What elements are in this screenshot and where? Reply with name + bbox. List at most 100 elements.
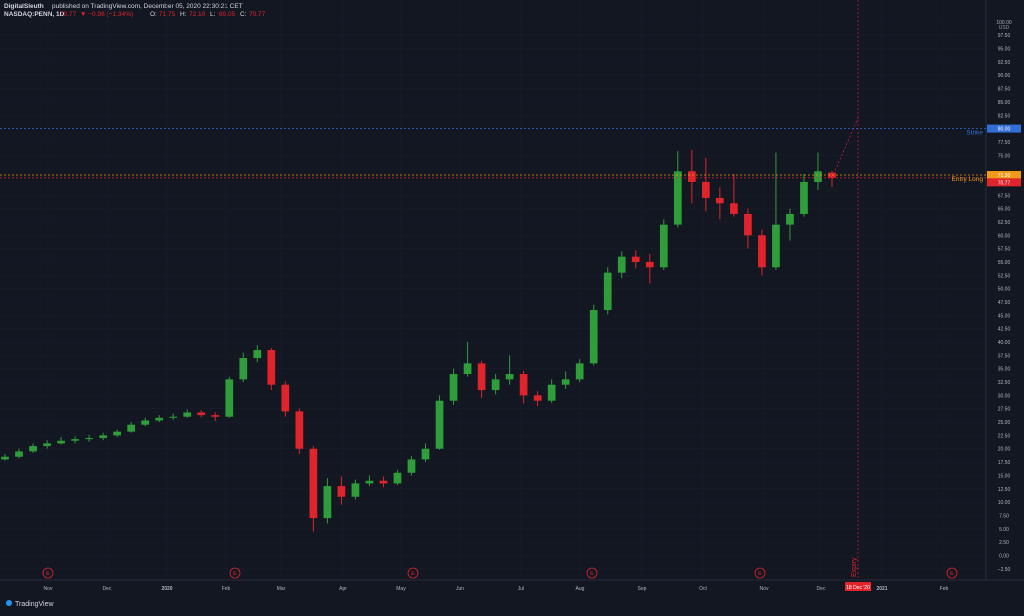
y-tick-label: 32.50: [998, 380, 1011, 386]
y-tick-label: 90.00: [998, 73, 1011, 79]
x-tick-label: 2021: [876, 586, 887, 592]
y-tick-label: 5.00: [999, 527, 1009, 533]
x-tick-label: Mar: [277, 586, 286, 592]
y-tick-label: 27.50: [998, 407, 1011, 413]
ohlc-key: L:: [210, 11, 216, 18]
candle-body: [547, 384, 556, 401]
expiry-label: Expiry: [851, 557, 858, 577]
y-tick-label: 2.50: [999, 540, 1009, 546]
candle-body: [365, 480, 374, 484]
y-tick-label: 10.00: [998, 500, 1011, 506]
candle-body: [533, 395, 542, 401]
y-tick-label: 37.50: [998, 353, 1011, 359]
y-tick-label: 100.00: [996, 20, 1012, 26]
candle-body: [99, 435, 107, 439]
candle-body: [421, 448, 430, 460]
candle-body: [155, 417, 164, 421]
price-badge: [987, 124, 1021, 133]
candle-body: [561, 379, 570, 385]
y-tick-label: −2.50: [998, 567, 1011, 573]
x-tick-label: Dec: [817, 586, 826, 592]
earnings-icon: [946, 567, 958, 579]
published: published on TradingView.com, December 0…: [52, 3, 243, 10]
x-tick-label: Oct: [699, 586, 707, 592]
price-badge-text: 80.00: [998, 127, 1011, 133]
ohlc-value: 69.05: [219, 11, 236, 18]
candle-body: [113, 431, 121, 436]
x-tick-label: Feb: [222, 586, 231, 592]
price-badge: [987, 171, 1021, 180]
x-tick-label: Dec: [103, 586, 112, 592]
x-tick-label: 2020: [161, 586, 172, 592]
earnings-icon: [407, 567, 419, 579]
candle-body: [29, 446, 37, 452]
x-tick-label: Feb: [940, 586, 949, 592]
earnings-marker: E: [46, 571, 50, 577]
x-tick-label: Apr: [339, 586, 347, 592]
candle-body: [659, 224, 668, 268]
y-tick-label: 15.00: [998, 473, 1011, 479]
candle-body: [253, 350, 262, 359]
last-price-text: 70.77: [998, 180, 1011, 186]
y-tick-label: 20.00: [998, 447, 1011, 453]
candle-body: [519, 374, 528, 396]
candle-body: [758, 235, 766, 268]
y-tick-label: 95.00: [998, 47, 1011, 53]
candle-body: [716, 197, 724, 204]
candle-body: [309, 448, 318, 519]
y-tick-label: 87.50: [998, 87, 1011, 93]
candle-body: [449, 374, 458, 401]
candle-body: [351, 483, 360, 497]
y-tick-label: 92.50: [998, 60, 1011, 66]
x-tick-label: Nov: [760, 586, 769, 592]
y-tick-label: 97.50: [998, 33, 1011, 39]
candle-body: [71, 439, 79, 441]
ohlc-value: 70.77: [249, 11, 266, 18]
candle-body: [730, 203, 738, 214]
expiry-date: 18 Dec '20: [846, 585, 870, 591]
y-tick-label: 67.50: [998, 193, 1011, 199]
earnings-icon: [42, 567, 54, 579]
candle-body: [631, 256, 640, 262]
y-tick-label: 12.50: [998, 487, 1011, 493]
candle-body: [281, 384, 290, 412]
y-tick-label: 55.00: [998, 260, 1011, 266]
ohlc-key: C:: [240, 11, 247, 18]
candle-body: [43, 443, 51, 447]
candle-body: [673, 171, 682, 225]
candle-body: [645, 261, 654, 268]
y-tick-label: 82.50: [998, 113, 1011, 119]
candle-body: [701, 181, 710, 198]
y-tick-label: 57.50: [998, 247, 1011, 253]
candle-body: [491, 379, 500, 391]
candle-body: [379, 480, 388, 484]
candle-body: [772, 224, 780, 268]
candle-body: [267, 350, 276, 385]
candle-body: [800, 181, 808, 214]
y-tick-label: 30.00: [998, 393, 1011, 399]
ohlc-value: 72.10: [189, 11, 206, 18]
candle-body: [505, 374, 514, 380]
candle-body: [589, 310, 598, 364]
y-tick-label: 42.50: [998, 327, 1011, 333]
y-tick-label: 75.00: [998, 153, 1011, 159]
candle-body: [57, 440, 65, 444]
y-tick-label: 52.50: [998, 273, 1011, 279]
candle-body: [786, 213, 794, 225]
expiry-badge: [845, 582, 871, 591]
price-badge-text: 71.30: [998, 173, 1011, 179]
y-tick-label: 62.50: [998, 220, 1011, 226]
candle-body: [463, 363, 472, 375]
ohlc-value: 71.75: [159, 11, 176, 18]
candle-body: [337, 486, 346, 497]
candle-body: [295, 411, 304, 449]
candle-body: [225, 379, 234, 417]
candle-body: [393, 472, 402, 484]
earnings-icon: [229, 567, 241, 579]
candle-body: [617, 256, 626, 273]
candle-body: [183, 412, 192, 417]
price-line-label: Strike: [966, 130, 983, 137]
y-tick-label: 22.50: [998, 433, 1011, 439]
